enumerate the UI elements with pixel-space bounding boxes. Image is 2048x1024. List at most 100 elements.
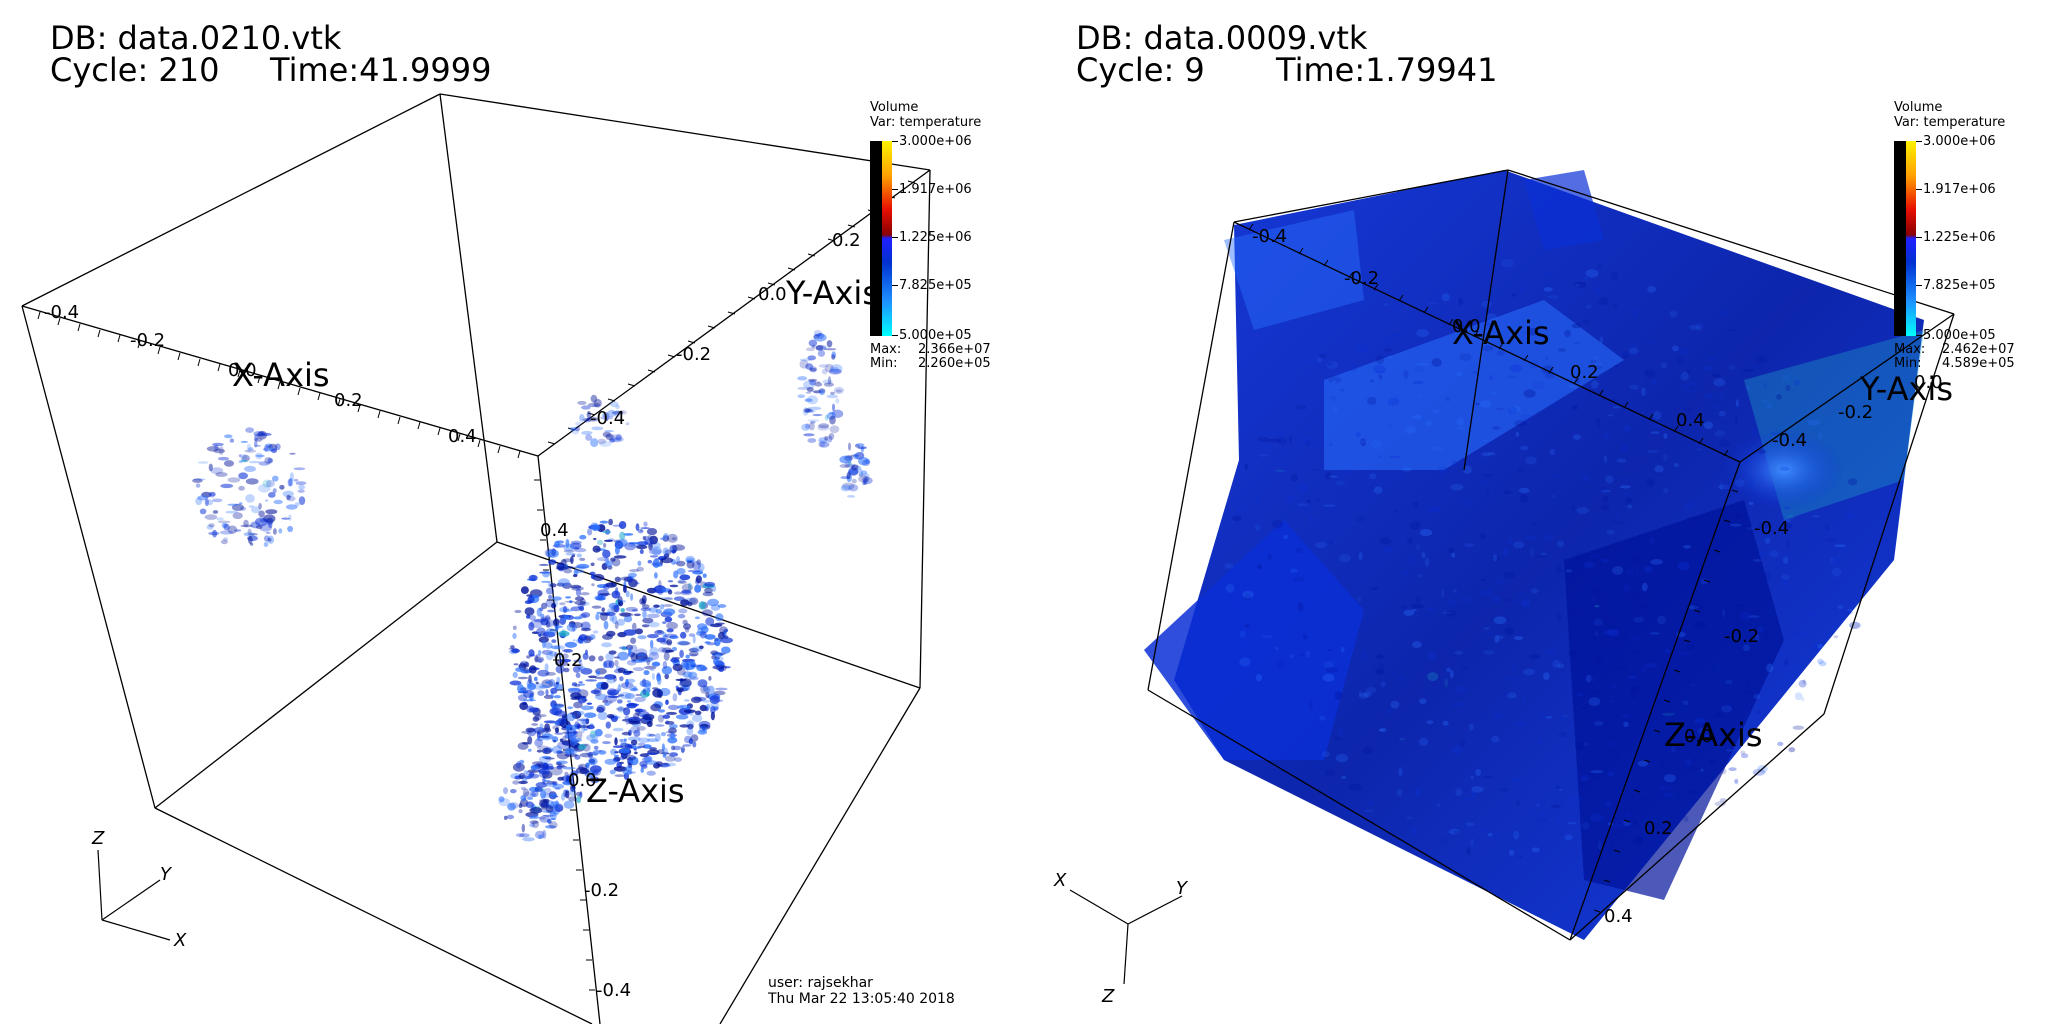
right-y-tick: -0.2 bbox=[1838, 402, 1874, 423]
right-z-tick: 0.4 bbox=[1604, 906, 1633, 927]
right-triad-y-label: Y bbox=[1176, 878, 1187, 899]
legend-label: 5.000e+05 bbox=[1923, 328, 1996, 343]
left-triad-x-label: X bbox=[174, 930, 187, 951]
legend-title: Volume bbox=[870, 100, 919, 115]
left-volume-rendering bbox=[192, 329, 873, 842]
right-color-legend: Volume Var: temperature 3.000e+06 1.917e… bbox=[1894, 100, 2024, 380]
legend-max-label: Max: bbox=[870, 342, 902, 357]
left-z-tick: -0.4 bbox=[596, 980, 632, 1001]
right-db-label: DB: data.0009.vtk bbox=[1076, 19, 1368, 57]
left-y-axis-title: Y-Axis bbox=[786, 274, 879, 312]
right-triad-x-label: X bbox=[1054, 870, 1067, 891]
left-z-tick: 0.4 bbox=[540, 520, 569, 541]
legend-label: 1.225e+06 bbox=[1923, 230, 1996, 245]
left-triad-z-label: Z bbox=[92, 828, 105, 849]
legend-min-value: 4.589e+05 bbox=[1942, 356, 2015, 371]
legend-title: Volume bbox=[1894, 100, 1943, 115]
left-z-tick: 0.0 bbox=[568, 770, 597, 791]
left-x-tick: 0.2 bbox=[334, 390, 363, 411]
left-y-tick: 0.2 bbox=[832, 230, 861, 251]
right-triad-z-label: Z bbox=[1102, 986, 1115, 1007]
left-triad-y-label: Y bbox=[160, 864, 171, 885]
left-x-tick: 0.0 bbox=[228, 360, 257, 381]
render-date: Thu Mar 22 13:05:40 2018 bbox=[768, 991, 955, 1007]
right-time-label: Time:1.79941 bbox=[1276, 51, 1498, 89]
legend-tick bbox=[1916, 335, 1922, 336]
user-info: user: rajsekhar Thu Mar 22 13:05:40 2018 bbox=[768, 975, 955, 1007]
right-axis-ticks bbox=[1248, 223, 1739, 913]
legend-min: Min: 2.260e+05 bbox=[870, 356, 991, 371]
legend-tick bbox=[1916, 285, 1922, 286]
left-cycle-label: Cycle: 210 bbox=[50, 51, 220, 89]
right-z-tick: 0.2 bbox=[1644, 818, 1673, 839]
left-orientation-triad bbox=[97, 849, 171, 941]
legend-opacity-bar bbox=[870, 141, 882, 336]
legend-label: 1.917e+06 bbox=[1923, 182, 1996, 197]
left-x-tick: 0.4 bbox=[448, 426, 477, 447]
right-y-tick: 0.0 bbox=[1914, 372, 1943, 393]
right-x-tick: 0.4 bbox=[1676, 410, 1705, 431]
legend-label: 7.825e+05 bbox=[1923, 278, 1996, 293]
right-y-tick: -0.4 bbox=[1772, 430, 1808, 451]
left-time-label: Time:41.9999 bbox=[270, 51, 492, 89]
legend-label: 1.225e+06 bbox=[899, 230, 972, 245]
right-x-tick: -0.2 bbox=[1344, 268, 1380, 289]
legend-max-label: Max: bbox=[1894, 342, 1926, 357]
right-x-tick: -0.4 bbox=[1252, 226, 1288, 247]
right-z-tick: 0.0 bbox=[1684, 726, 1713, 747]
left-z-tick: 0.2 bbox=[554, 650, 583, 671]
legend-min-label: Min: bbox=[1894, 356, 1922, 371]
right-visualization-window[interactable]: DB: data.0009.vtk Cycle: 9 Time:1.79941 … bbox=[1024, 0, 2048, 1024]
left-3d-scene[interactable] bbox=[0, 0, 1024, 1024]
left-visualization-window[interactable]: DB: data.0210.vtk Cycle: 210 Time:41.999… bbox=[0, 0, 1024, 1024]
right-z-tick: -0.2 bbox=[1724, 626, 1760, 647]
legend-max-value: 2.366e+07 bbox=[918, 342, 991, 357]
left-db-label: DB: data.0210.vtk bbox=[50, 19, 342, 57]
legend-variable: Var: temperature bbox=[870, 115, 982, 130]
legend-tick bbox=[1916, 237, 1922, 238]
legend-max-value: 2.462e+07 bbox=[1942, 342, 2015, 357]
left-color-legend: Volume Var: temperature 3.000e+06 1.917e… bbox=[870, 100, 1000, 380]
right-x-tick: 0.0 bbox=[1452, 316, 1481, 337]
legend-label: 3.000e+06 bbox=[899, 134, 972, 149]
legend-min-label: Min: bbox=[870, 356, 898, 371]
legend-variable: Var: temperature bbox=[1894, 115, 2006, 130]
right-x-axis-title: X-Axis bbox=[1452, 314, 1550, 352]
right-bounding-box bbox=[1147, 169, 1955, 941]
legend-tick bbox=[892, 189, 898, 190]
left-y-tick: -0.4 bbox=[590, 408, 626, 429]
left-x-tick: -0.4 bbox=[44, 302, 80, 323]
left-y-tick: -0.2 bbox=[676, 344, 712, 365]
legend-label: 3.000e+06 bbox=[1923, 134, 1996, 149]
legend-tick bbox=[1916, 141, 1922, 142]
left-z-axis-title: Z-Axis bbox=[586, 772, 685, 810]
legend-label: 7.825e+05 bbox=[899, 278, 972, 293]
legend-tick bbox=[892, 285, 898, 286]
legend-tick bbox=[892, 237, 898, 238]
legend-tick bbox=[1916, 189, 1922, 190]
legend-label: 5.000e+05 bbox=[899, 328, 972, 343]
legend-min: Min: 4.589e+05 bbox=[1894, 356, 2015, 371]
right-3d-scene[interactable] bbox=[1024, 0, 2048, 1024]
right-z-tick: -0.4 bbox=[1754, 518, 1790, 539]
user-name: user: rajsekhar bbox=[768, 975, 873, 991]
right-x-tick: 0.2 bbox=[1570, 362, 1599, 383]
legend-max: Max: 2.366e+07 bbox=[870, 342, 991, 357]
right-y-axis-title: Y-Axis bbox=[1860, 370, 1953, 408]
left-z-tick: -0.2 bbox=[584, 880, 620, 901]
right-volume-rendering bbox=[1144, 170, 1924, 940]
legend-tick bbox=[892, 141, 898, 142]
legend-min-value: 2.260e+05 bbox=[918, 356, 991, 371]
right-z-axis-title: Z-Axis bbox=[1664, 716, 1763, 754]
legend-opacity-bar bbox=[1894, 141, 1906, 336]
legend-label: 1.917e+06 bbox=[899, 182, 972, 197]
left-x-tick: -0.2 bbox=[130, 330, 166, 351]
left-bounding-box bbox=[21, 93, 931, 1024]
left-axis-ticks bbox=[37, 180, 916, 991]
legend-tick bbox=[892, 335, 898, 336]
right-orientation-triad bbox=[1069, 889, 1183, 985]
left-x-axis-title: X-Axis bbox=[232, 356, 330, 394]
left-y-tick: 0.0 bbox=[758, 284, 787, 305]
legend-max: Max: 2.462e+07 bbox=[1894, 342, 2015, 357]
right-cycle-label: Cycle: 9 bbox=[1076, 51, 1205, 89]
